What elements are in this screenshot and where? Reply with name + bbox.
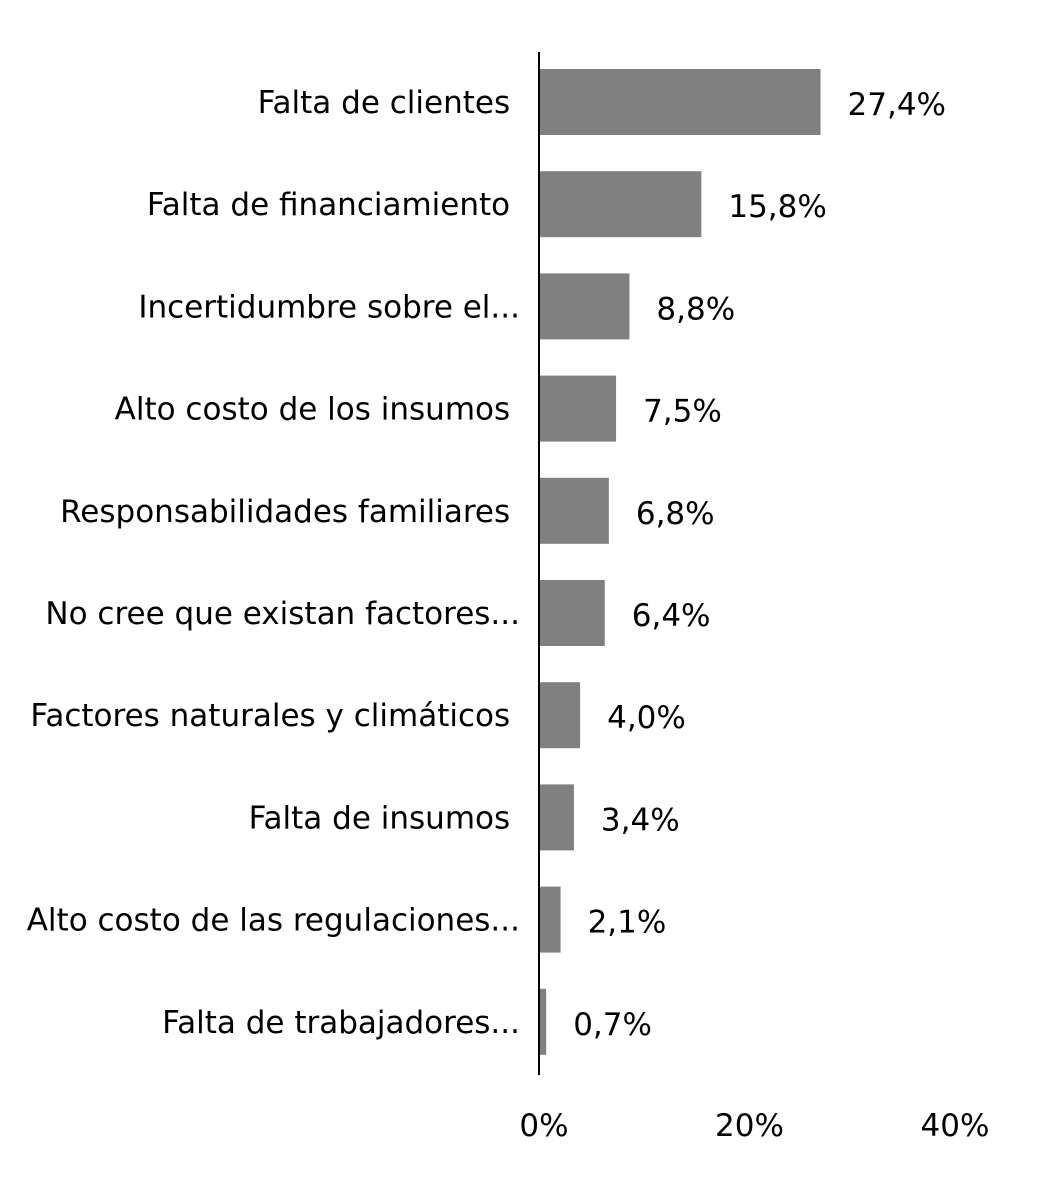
category-label: Factores naturales y climáticos [30, 698, 520, 734]
category-label: Incertidumbre sobre el... [138, 289, 520, 325]
bar [539, 580, 605, 646]
data-label: 0,7% [573, 1007, 652, 1043]
bar [539, 784, 574, 851]
category-label: Responsabilidades familiares [60, 494, 520, 530]
data-label: 8,8% [656, 291, 735, 327]
data-label: 27,4% [848, 87, 946, 123]
category-label: Falta de clientes [258, 85, 520, 121]
data-label: 3,4% [601, 802, 680, 838]
x-tick-label: 20% [715, 1108, 784, 1144]
bar [539, 682, 581, 749]
bar [539, 477, 609, 544]
bar [539, 886, 561, 953]
data-label: 4,0% [607, 700, 686, 736]
category-label: Alto costo de las regulaciones... [27, 903, 520, 939]
x-tick-label: 40% [921, 1108, 990, 1144]
x-tick-label: 0% [519, 1108, 568, 1144]
bar [539, 273, 630, 340]
data-label: 7,5% [643, 394, 722, 430]
bar [539, 69, 821, 135]
category-label: Falta de trabajadores... [162, 1005, 520, 1041]
category-label: Falta de insumos [249, 800, 520, 836]
bar [539, 988, 547, 1055]
data-label: 15,8% [728, 189, 826, 225]
data-label: 6,8% [636, 496, 715, 532]
bar [539, 171, 702, 238]
category-label: Alto costo de los insumos [115, 392, 520, 428]
category-label: No cree que existan factores... [45, 596, 520, 632]
data-label: 2,1% [588, 905, 667, 941]
data-label: 6,4% [632, 598, 711, 634]
category-label: Falta de financiamiento [147, 187, 520, 223]
bar [539, 375, 617, 442]
